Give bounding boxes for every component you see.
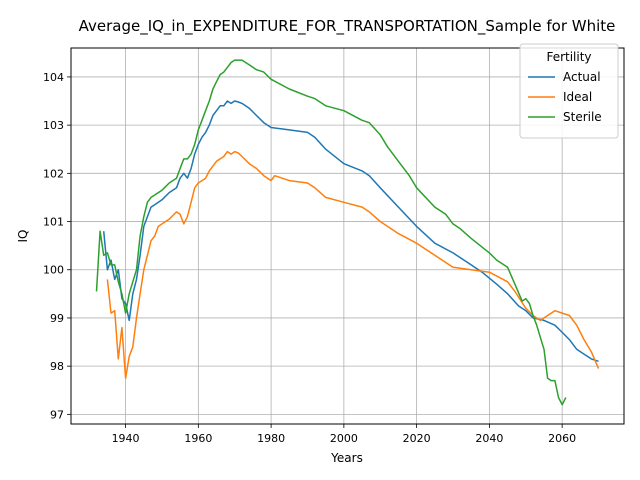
legend-box: [519, 43, 619, 139]
series-lines: [95, 59, 600, 406]
x-tick-label: 1960: [184, 432, 212, 445]
axis-ticks: 1940 1960 1980 2000 2020 2040 2060 97 98 99 100 101…: [43, 71, 576, 445]
y-tick-label: 99: [50, 312, 64, 325]
x-tick-label: 1980: [257, 432, 285, 445]
y-axis-label: IQ: [16, 230, 30, 243]
x-tick-label: 2060: [548, 432, 576, 445]
x-axis-label: Years: [330, 451, 363, 465]
chart-title: Average_IQ_in_EXPENDITURE_FOR_TRANSPORTA…: [79, 17, 616, 36]
y-tick-label: 100: [43, 264, 64, 277]
legend-title: Fertility: [546, 50, 591, 64]
y-tick-label: 103: [43, 119, 64, 132]
x-tick-label: 2000: [330, 432, 358, 445]
legend-label-actual: Actual: [563, 70, 601, 84]
legend-label-ideal: Ideal: [563, 90, 592, 104]
x-tick-label: 2040: [475, 432, 503, 445]
grid: [71, 48, 624, 424]
series-line-ideal: [106, 150, 600, 379]
x-tick-label: 1940: [112, 432, 140, 445]
series-line-actual: [102, 100, 599, 363]
legend-label-sterile: Sterile: [563, 110, 602, 124]
plot-frame: [70, 47, 625, 425]
y-tick-label: 98: [50, 360, 64, 373]
y-tick-label: 104: [43, 71, 64, 84]
legend: Fertility Actual Ideal Sterile: [519, 43, 619, 139]
x-tick-label: 2020: [403, 432, 431, 445]
legend-items: Actual Ideal Sterile: [528, 70, 602, 124]
y-tick-label: 101: [43, 216, 64, 229]
y-tick-label: 97: [50, 408, 64, 421]
series-line-sterile: [95, 59, 567, 406]
y-tick-label: 102: [43, 167, 64, 180]
